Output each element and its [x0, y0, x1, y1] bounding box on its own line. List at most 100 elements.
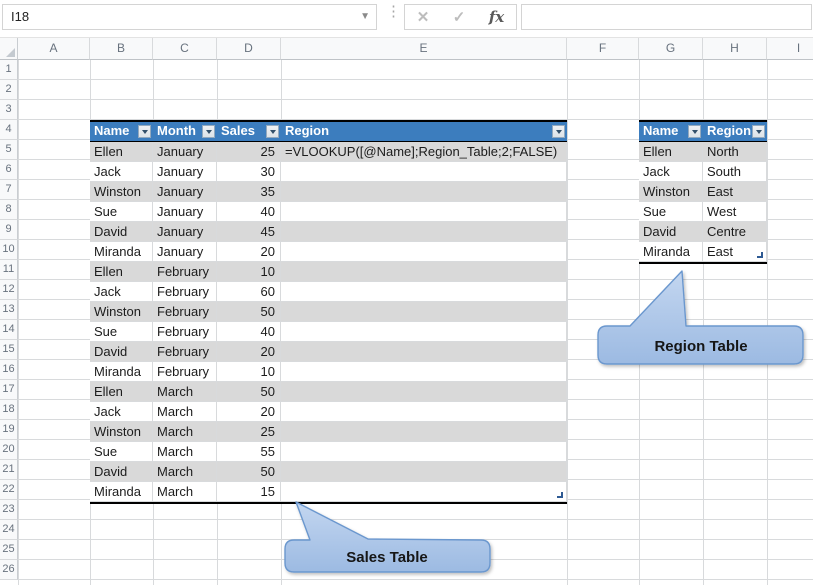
select-all-corner[interactable]	[0, 38, 18, 60]
table-header-region[interactable]: Region	[703, 122, 767, 142]
row-header-7[interactable]: 7	[0, 180, 18, 200]
formula-input[interactable]	[521, 4, 812, 30]
cell[interactable]: March	[153, 482, 217, 502]
cell[interactable]: Winston	[90, 422, 153, 442]
cell[interactable]: March	[153, 402, 217, 422]
cell[interactable]	[281, 262, 567, 282]
cell[interactable]	[281, 462, 567, 482]
cell[interactable]: February	[153, 262, 217, 282]
cell[interactable]: 25	[217, 142, 281, 162]
cell[interactable]: February	[153, 302, 217, 322]
cell[interactable]	[281, 282, 567, 302]
region-table-callout-shape[interactable]	[597, 270, 804, 365]
cell[interactable]: Centre	[703, 222, 767, 242]
row-header-4[interactable]: 4	[0, 120, 18, 140]
cell[interactable]: Miranda	[90, 362, 153, 382]
cell[interactable]	[281, 182, 567, 202]
cell[interactable]: East	[703, 182, 767, 202]
cell[interactable]: 20	[217, 242, 281, 262]
row-header-22[interactable]: 22	[0, 480, 18, 500]
cell[interactable]: David	[90, 222, 153, 242]
cell[interactable]	[281, 302, 567, 322]
cell[interactable]: 15	[217, 482, 281, 502]
filter-dropdown-icon[interactable]	[202, 125, 215, 138]
cell[interactable]: David	[639, 222, 703, 242]
filter-dropdown-icon[interactable]	[266, 125, 279, 138]
row-header-14[interactable]: 14	[0, 320, 18, 340]
cell[interactable]: February	[153, 322, 217, 342]
filter-dropdown-icon[interactable]	[752, 125, 765, 138]
cell[interactable]: March	[153, 442, 217, 462]
row-header-5[interactable]: 5	[0, 140, 18, 160]
cell[interactable]: Ellen	[90, 142, 153, 162]
table-header-month[interactable]: Month	[153, 122, 217, 142]
cell[interactable]: February	[153, 342, 217, 362]
cell[interactable]: David	[90, 342, 153, 362]
table-header-name[interactable]: Name	[639, 122, 703, 142]
row-header-13[interactable]: 13	[0, 300, 18, 320]
cell[interactable]: Sue	[90, 442, 153, 462]
row-header-8[interactable]: 8	[0, 200, 18, 220]
cell[interactable]: January	[153, 142, 217, 162]
cell[interactable]: 35	[217, 182, 281, 202]
cell[interactable]: Winston	[90, 302, 153, 322]
column-header-C[interactable]: C	[153, 38, 217, 60]
cell[interactable]: January	[153, 182, 217, 202]
cell[interactable]: Jack	[90, 282, 153, 302]
cell[interactable]	[281, 482, 567, 502]
cell[interactable]: Jack	[90, 162, 153, 182]
cell[interactable]: 45	[217, 222, 281, 242]
sales-table-callout-shape[interactable]	[284, 501, 491, 573]
cell[interactable]: February	[153, 282, 217, 302]
formula-bar-drag-handle-icon[interactable]: ⋮	[386, 3, 401, 20]
cell[interactable]: January	[153, 162, 217, 182]
table-header-sales[interactable]: Sales	[217, 122, 281, 142]
row-header-19[interactable]: 19	[0, 420, 18, 440]
column-header-A[interactable]: A	[18, 38, 90, 60]
cell[interactable]: West	[703, 202, 767, 222]
column-header-G[interactable]: G	[639, 38, 703, 60]
column-header-B[interactable]: B	[90, 38, 153, 60]
cell[interactable]: March	[153, 462, 217, 482]
row-header-26[interactable]: 26	[0, 560, 18, 580]
cell[interactable]: 50	[217, 382, 281, 402]
row-header-1[interactable]: 1	[0, 60, 18, 80]
cell[interactable]: 30	[217, 162, 281, 182]
cell[interactable]	[281, 402, 567, 422]
filter-dropdown-icon[interactable]	[552, 125, 565, 138]
row-header-3[interactable]: 3	[0, 100, 18, 120]
row-header-23[interactable]: 23	[0, 500, 18, 520]
cell[interactable]: Sue	[90, 322, 153, 342]
name-box-dropdown-icon[interactable]: ▼	[360, 11, 370, 22]
column-header-E[interactable]: E	[281, 38, 567, 60]
column-header-I[interactable]: I	[767, 38, 813, 60]
row-header-11[interactable]: 11	[0, 260, 18, 280]
enter-icon[interactable]: ✓	[452, 9, 466, 26]
cell[interactable]: 20	[217, 402, 281, 422]
cell[interactable]	[281, 222, 567, 242]
cell[interactable]	[281, 362, 567, 382]
column-header-F[interactable]: F	[567, 38, 639, 60]
table-header-region[interactable]: Region	[281, 122, 567, 142]
cell[interactable]	[281, 422, 567, 442]
cell[interactable]: January	[153, 242, 217, 262]
cell[interactable]	[281, 442, 567, 462]
cell[interactable]: Jack	[90, 402, 153, 422]
cell[interactable]: 55	[217, 442, 281, 462]
cell[interactable]: Miranda	[90, 242, 153, 262]
table-header-name[interactable]: Name	[90, 122, 153, 142]
cell[interactable]: January	[153, 202, 217, 222]
cell[interactable]: South	[703, 162, 767, 182]
cell[interactable]: 60	[217, 282, 281, 302]
row-header-20[interactable]: 20	[0, 440, 18, 460]
row-header-9[interactable]: 9	[0, 220, 18, 240]
insert-function-icon[interactable]: fx	[488, 8, 505, 26]
cell[interactable]: =VLOOKUP([@Name];Region_Table;2;FALSE)	[281, 142, 567, 162]
cell[interactable]: 50	[217, 302, 281, 322]
cell[interactable]: 20	[217, 342, 281, 362]
row-header-17[interactable]: 17	[0, 380, 18, 400]
cell[interactable]: David	[90, 462, 153, 482]
cell[interactable]: March	[153, 382, 217, 402]
cell[interactable]: Ellen	[90, 382, 153, 402]
filter-dropdown-icon[interactable]	[138, 125, 151, 138]
